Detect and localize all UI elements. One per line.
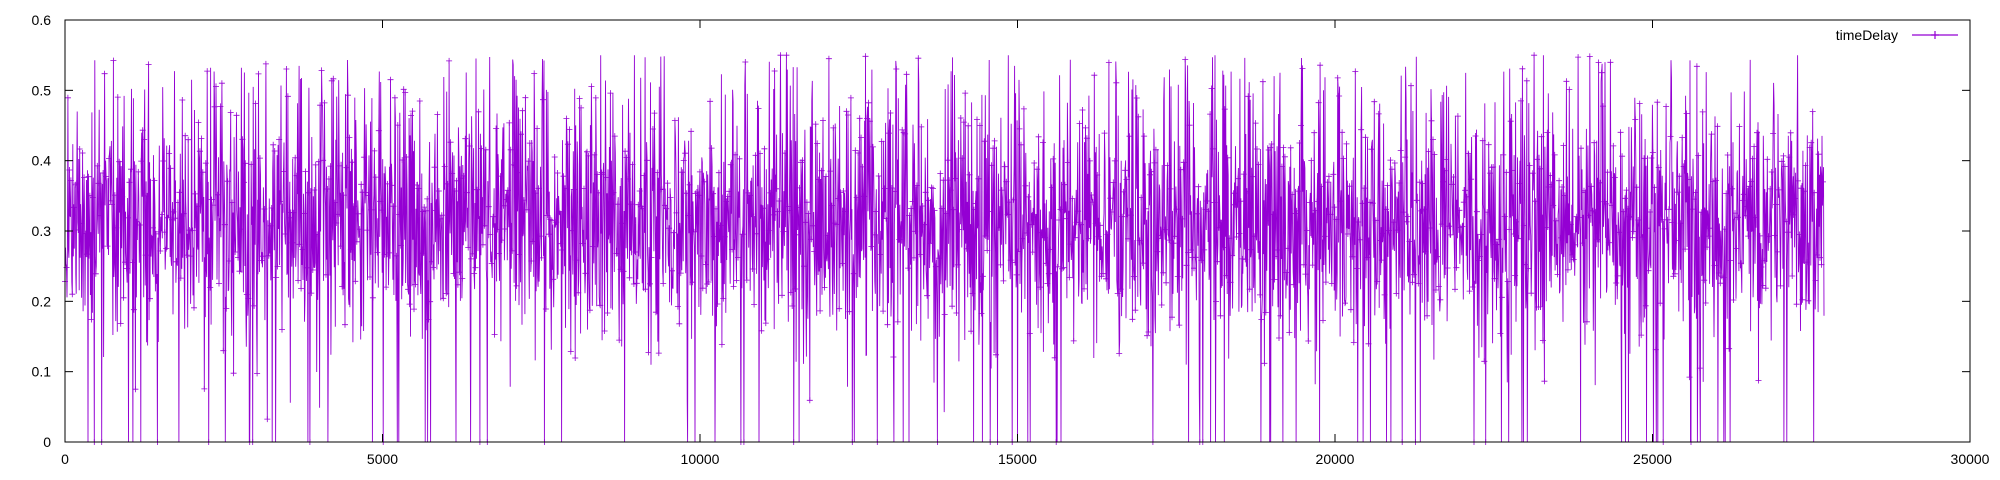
legend-label-timedelay: timeDelay xyxy=(1836,27,1898,43)
y-tick-label: 0.3 xyxy=(32,223,52,239)
x-tick-label: 20000 xyxy=(1316,451,1355,467)
y-tick-label: 0 xyxy=(43,434,51,450)
x-tick-label: 25000 xyxy=(1633,451,1672,467)
legend: timeDelay xyxy=(1836,27,1958,43)
legend-swatch-marker xyxy=(1931,31,1939,39)
x-tick-label: 5000 xyxy=(367,451,398,467)
y-tick-label: 0.6 xyxy=(32,12,52,28)
x-tick-label: 15000 xyxy=(998,451,1037,467)
y-tick-label: 0.5 xyxy=(32,82,52,98)
x-tick-label: 30000 xyxy=(1951,451,1990,467)
y-tick-label: 0.1 xyxy=(32,364,52,380)
series-line-timedelay xyxy=(64,55,1825,443)
plot-series-layer xyxy=(62,52,1826,445)
y-tick-label: 0.2 xyxy=(32,293,52,309)
x-tick-label: 0 xyxy=(61,451,69,467)
axes-layer: 0 5000 10000 15000 20000 25000 30000 0 0.1 0.2 0.3… xyxy=(32,12,1990,467)
y-tick-label: 0.4 xyxy=(32,153,52,169)
x-tick-label: 10000 xyxy=(681,451,720,467)
